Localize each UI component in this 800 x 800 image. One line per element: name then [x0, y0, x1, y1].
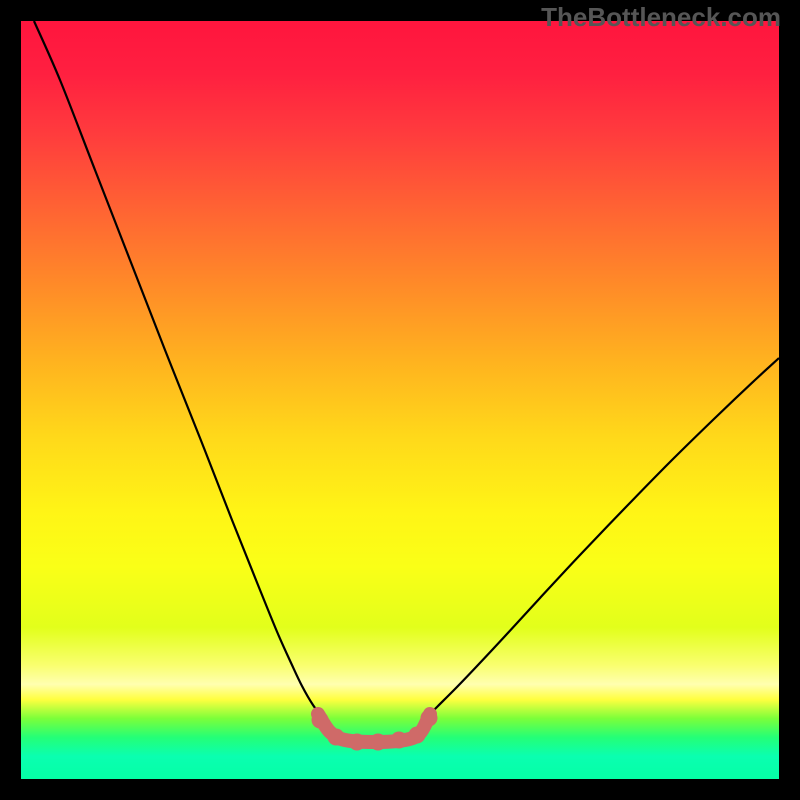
marker-dot: [391, 732, 408, 749]
marker-dot: [312, 712, 329, 729]
marker-dot: [421, 710, 438, 727]
gradient-background: [21, 21, 779, 779]
watermark-text: TheBottleneck.com: [541, 2, 781, 33]
bottleneck-chart: [0, 0, 800, 800]
marker-dot: [409, 727, 426, 744]
marker-dot: [328, 729, 345, 746]
marker-dot: [349, 734, 366, 751]
marker-dot: [370, 734, 387, 751]
